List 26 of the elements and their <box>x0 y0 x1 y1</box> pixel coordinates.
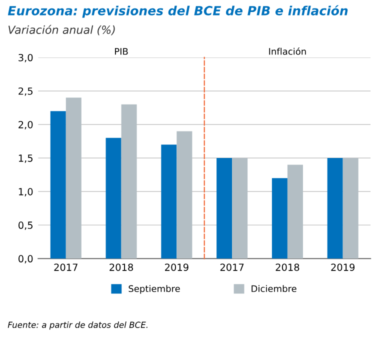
bar <box>106 138 122 259</box>
x-tick-label: 2019 <box>331 264 355 271</box>
y-tick-label: 3,0 <box>18 54 33 62</box>
legend-label: Septiembre <box>128 285 180 294</box>
y-tick-label: 1,5 <box>18 154 32 163</box>
x-tick-label: 2018 <box>110 264 133 271</box>
text: Eurozona: previsiones del BCE de PIB e inflación <box>8 5 348 18</box>
y-tick-label: 0,0 <box>18 255 33 264</box>
bar <box>121 104 137 259</box>
legend-label: Diciembre <box>252 285 296 292</box>
x-tick-label: 2017 <box>54 264 78 271</box>
y-tick-label: 1,0 <box>18 188 33 196</box>
y-tick-label: 2,5 <box>18 87 32 96</box>
chart-title: Inflación <box>269 47 306 55</box>
x-tick-label: 2018 <box>276 264 300 271</box>
bar <box>176 131 192 259</box>
y-tick-label: 2,0 <box>18 120 33 130</box>
y-tick-label: 0,5 <box>18 222 32 230</box>
source-note: Fuente: a partir de datos del BCE. <box>8 322 148 330</box>
chart-title: PIB <box>115 48 128 55</box>
x-tick-label: 2017 <box>220 264 244 271</box>
x-tick-label: 2019 <box>165 264 188 271</box>
bar <box>50 111 66 259</box>
bar <box>161 144 177 259</box>
bar <box>66 98 82 259</box>
text: Variación anual (%) <box>8 24 115 36</box>
